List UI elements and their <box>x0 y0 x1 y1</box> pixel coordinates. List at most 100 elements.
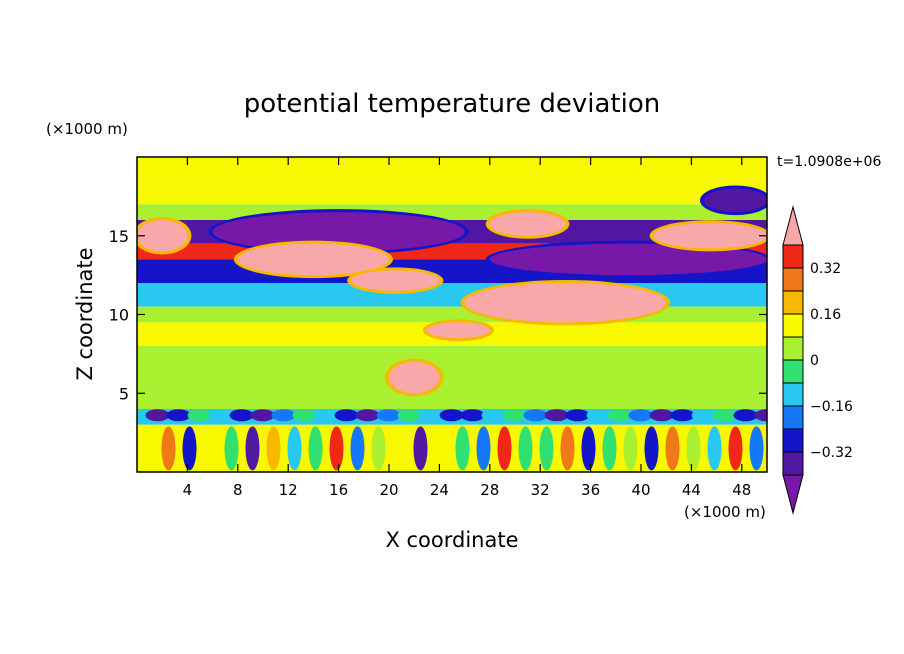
warm-anomaly <box>237 243 389 276</box>
colorbar-segment <box>782 244 804 269</box>
turbulent-cell <box>644 426 659 471</box>
turbulent-cell <box>665 426 680 471</box>
turbulent-cell <box>371 426 386 471</box>
field-band <box>137 283 767 307</box>
turbulent-cell <box>602 426 617 471</box>
turbulent-cell <box>203 426 218 471</box>
cold-anomaly <box>489 243 767 276</box>
cold-anomaly <box>212 212 465 252</box>
turbulent-cell <box>749 426 764 471</box>
turbulent-cell <box>707 426 722 471</box>
colorbar-segment <box>782 290 804 315</box>
x-tick-label: 4 <box>183 481 193 499</box>
x-tick-label: 20 <box>379 481 398 499</box>
turbulent-cell <box>292 409 317 422</box>
turbulent-cell <box>539 426 554 471</box>
turbulent-cell <box>376 409 401 422</box>
colorbar-label: 0.16 <box>810 307 841 323</box>
turbulent-cell <box>460 409 485 422</box>
x-axis-label: X coordinate <box>385 528 518 552</box>
turbulent-cell <box>161 426 176 471</box>
warm-anomaly <box>351 270 440 291</box>
turbulent-cell <box>481 409 506 422</box>
turbulent-cell <box>733 409 758 422</box>
cold-anomaly <box>704 188 767 213</box>
turbulent-cell <box>565 409 590 422</box>
turbulent-cell <box>518 426 533 471</box>
colorbar-segment <box>782 267 804 292</box>
turbulent-cell <box>523 409 548 422</box>
x-tick-label: 36 <box>581 481 600 499</box>
warm-anomaly <box>426 322 490 339</box>
colorbar-label: −0.32 <box>810 445 853 461</box>
turbulent-cell <box>208 409 233 422</box>
x-tick-label: 24 <box>430 481 449 499</box>
turbulent-cell <box>728 426 743 471</box>
x-tick-label: 8 <box>233 481 243 499</box>
chart-title: potential temperature deviation <box>244 89 660 119</box>
turbulent-cell <box>329 426 344 471</box>
turbulent-cell <box>434 426 449 471</box>
y-tick-label: 15 <box>109 227 129 246</box>
field-band <box>137 157 767 181</box>
turbulent-cell <box>250 409 275 422</box>
contour-field <box>137 157 767 472</box>
turbulent-cell <box>287 426 302 471</box>
turbulent-cell <box>670 409 695 422</box>
turbulent-cell <box>224 426 239 471</box>
x-tick-label: 44 <box>682 481 701 499</box>
turbulent-cell <box>271 409 296 422</box>
turbulent-cell <box>560 426 575 471</box>
turbulent-cell <box>145 409 170 422</box>
turbulent-cell <box>502 409 527 422</box>
field-band <box>137 424 767 472</box>
turbulent-cell <box>586 409 611 422</box>
warm-anomaly <box>489 212 566 236</box>
turbulent-cell <box>607 409 632 422</box>
turbulent-cell <box>355 409 380 422</box>
turbulent-cell <box>686 426 701 471</box>
turbulent-cell <box>691 409 716 422</box>
turbulent-cell <box>140 426 155 471</box>
colorbar-over-triangle <box>782 205 804 246</box>
x-tick-label: 28 <box>480 481 499 499</box>
colorbar-segment <box>782 451 804 476</box>
turbulent-cell <box>245 426 260 471</box>
turbulent-cell <box>544 409 569 422</box>
colorbar-segment <box>782 313 804 338</box>
turbulent-cell <box>497 426 512 471</box>
colorbar-segment <box>782 428 804 453</box>
warm-anomaly <box>137 220 188 252</box>
field-band <box>137 377 767 409</box>
colorbar-segment <box>782 336 804 361</box>
x-tick-label: 48 <box>732 481 751 499</box>
turbulent-cell <box>350 426 365 471</box>
colorbar-label: −0.16 <box>810 399 853 415</box>
time-label: t=1.0908e+06 <box>777 154 881 170</box>
turbulent-cell <box>266 426 281 471</box>
turbulent-cell <box>308 426 323 471</box>
turbulent-cell <box>413 426 428 471</box>
turbulent-cell <box>229 409 254 422</box>
turbulent-cell <box>649 409 674 422</box>
turbulent-cell <box>628 409 653 422</box>
x-tick-label: 32 <box>531 481 550 499</box>
colorbar-segment <box>782 382 804 407</box>
colorbar-segment <box>782 405 804 430</box>
field-band <box>137 180 767 205</box>
y-tick-label: 5 <box>119 384 129 403</box>
x-tick-label: 16 <box>329 481 348 499</box>
turbulent-cell <box>581 426 596 471</box>
turbulent-cell <box>418 409 443 422</box>
x-tick-label: 40 <box>631 481 650 499</box>
colorbar-segment <box>782 359 804 384</box>
turbulent-cell <box>623 426 638 471</box>
turbulent-cell <box>313 409 338 422</box>
turbulent-cell <box>187 409 212 422</box>
turbulent-cell <box>392 426 407 471</box>
colorbar-under-triangle <box>782 474 804 515</box>
y-axis-ticks: 5 10 15 <box>109 227 767 403</box>
field-band <box>137 204 767 220</box>
turbulent-cell <box>455 426 470 471</box>
